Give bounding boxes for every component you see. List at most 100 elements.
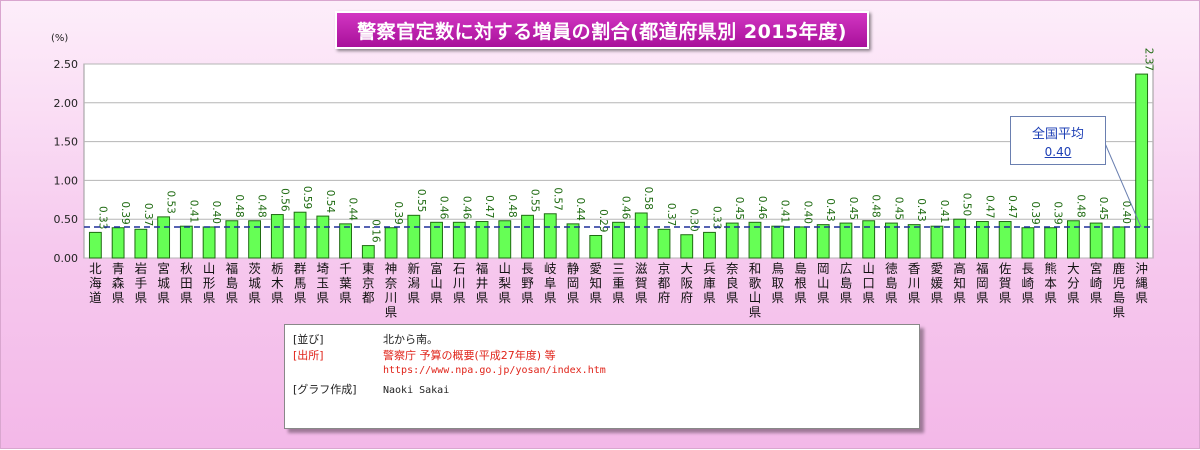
bar bbox=[953, 218, 967, 259]
bar-value-label: 0.48 bbox=[506, 194, 518, 217]
note-source: [出所] 警察庁 予算の概要(平成27年度) 等 bbox=[293, 347, 556, 363]
bar bbox=[384, 227, 398, 259]
x-tick-label: 東京都 bbox=[362, 261, 375, 305]
bar-value-label: 0.47 bbox=[983, 195, 995, 218]
x-tick-label: 埼玉県 bbox=[317, 261, 330, 305]
x-tick-label: 大阪府 bbox=[680, 261, 693, 305]
x-tick-label: 鳥取県 bbox=[771, 261, 784, 305]
x-tick-label: 沖縄県 bbox=[1135, 261, 1148, 305]
x-tick-label: 富山県 bbox=[430, 261, 443, 305]
chart-title: 警察官定数に対する増員の割合(都道府県別 2015年度) bbox=[335, 11, 869, 49]
bar-value-label: 0.33 bbox=[96, 206, 108, 229]
bar-value-label: 0.16 bbox=[369, 219, 381, 243]
bar-value-label: 0.30 bbox=[688, 208, 700, 231]
bar bbox=[612, 221, 625, 259]
y-axis-label: (%) bbox=[51, 33, 68, 44]
bar bbox=[316, 215, 330, 259]
bar-value-label: 0.40 bbox=[801, 201, 813, 224]
bar bbox=[1044, 227, 1058, 259]
bar bbox=[475, 221, 489, 259]
note-source-url: https://www.npa.go.jp/yosan/index.htm bbox=[383, 365, 606, 376]
bar-value-label: 0.46 bbox=[460, 196, 472, 220]
bar-value-label: 0.47 bbox=[1006, 195, 1018, 218]
x-tick-label: 奈良県 bbox=[726, 261, 739, 305]
bar bbox=[794, 226, 807, 259]
bar-value-label: 0.37 bbox=[665, 203, 677, 226]
bar bbox=[134, 228, 148, 259]
x-tick-label: 岡山県 bbox=[817, 261, 830, 305]
bar-value-label: 0.44 bbox=[574, 197, 586, 221]
x-tick-label: 山口県 bbox=[862, 261, 875, 305]
x-tick-label: 滋賀県 bbox=[635, 261, 648, 305]
bar-value-label: 0.53 bbox=[165, 190, 177, 213]
x-tick-label: 岐阜県 bbox=[544, 261, 557, 305]
bar-value-label: 0.48 bbox=[256, 194, 268, 217]
bar-value-label: 0.45 bbox=[847, 197, 859, 220]
bar bbox=[680, 234, 694, 259]
x-tick-label: 千葉県 bbox=[339, 261, 352, 305]
x-tick-label: 静岡県 bbox=[567, 261, 580, 305]
x-tick-label: 山梨県 bbox=[499, 261, 512, 305]
x-tick-label: 福井県 bbox=[476, 261, 489, 305]
x-tick-label: 徳島県 bbox=[885, 261, 898, 305]
bar-value-label: 0.46 bbox=[756, 196, 768, 220]
x-tick-label: 島根県 bbox=[794, 261, 807, 305]
bar bbox=[521, 214, 534, 259]
y-tick-label: 2.00 bbox=[54, 97, 79, 110]
x-tick-label: 兵庫県 bbox=[703, 261, 716, 305]
bar-value-label: 0.48 bbox=[233, 194, 245, 217]
bar-value-label: 0.45 bbox=[1097, 197, 1109, 220]
bar bbox=[930, 225, 944, 259]
bar-value-label: 0.44 bbox=[347, 197, 359, 221]
bar bbox=[248, 220, 261, 259]
note-order: [並び] 北から南。 bbox=[293, 331, 438, 347]
bar bbox=[407, 214, 421, 259]
bar bbox=[430, 221, 443, 259]
bar bbox=[88, 231, 102, 259]
x-tick-label: 青森県 bbox=[112, 261, 125, 305]
bar bbox=[998, 221, 1012, 259]
x-tick-label: 山形県 bbox=[203, 261, 216, 305]
notes-box: [並び] 北から南。 [出所] 警察庁 予算の概要(平成27年度) 等 https:… bbox=[284, 324, 920, 429]
note-order-value: 北から南。 bbox=[383, 333, 438, 346]
note-order-key: [並び] bbox=[293, 333, 324, 346]
bar bbox=[1021, 227, 1035, 259]
bar bbox=[225, 220, 239, 259]
note-source-value: 警察庁 予算の概要(平成27年度) 等 bbox=[383, 349, 556, 362]
x-tick-label: 長崎県 bbox=[1022, 261, 1035, 305]
bar-value-label: 0.29 bbox=[597, 209, 609, 232]
bar bbox=[1066, 220, 1080, 259]
bar bbox=[976, 221, 989, 259]
bar-value-label: 0.46 bbox=[438, 196, 450, 220]
x-tick-label: 大分県 bbox=[1067, 261, 1080, 305]
bar bbox=[907, 224, 921, 259]
bar-value-label: 0.50 bbox=[961, 193, 973, 216]
bar-value-label: 0.43 bbox=[915, 198, 927, 221]
bar-value-label: 0.41 bbox=[938, 200, 950, 223]
note-source-key: [出所] bbox=[293, 349, 324, 362]
x-tick-label: 広島県 bbox=[840, 261, 853, 305]
x-tick-label: 三重県 bbox=[612, 261, 625, 305]
x-tick-label: 香川県 bbox=[908, 261, 921, 305]
bar-value-label: 0.48 bbox=[1074, 194, 1086, 217]
bar-value-label: 0.56 bbox=[278, 188, 290, 212]
bar bbox=[270, 214, 284, 259]
bar bbox=[179, 225, 193, 259]
x-tick-label: 新潟県 bbox=[408, 261, 421, 305]
note-author-value: Naoki Sakai bbox=[383, 385, 450, 396]
bar bbox=[452, 221, 466, 259]
bar bbox=[361, 245, 375, 259]
bar-value-label: 0.54 bbox=[324, 190, 336, 214]
bar bbox=[885, 222, 898, 259]
x-tick-label: 福岡県 bbox=[976, 261, 989, 305]
x-tick-label: 熊本県 bbox=[1044, 261, 1057, 305]
bar-value-label: 0.47 bbox=[483, 195, 495, 218]
x-tick-label: 群馬県 bbox=[294, 261, 307, 305]
bar-value-label: 0.41 bbox=[779, 200, 791, 223]
bar-value-label: 0.55 bbox=[529, 189, 541, 212]
y-tick-label: 0.00 bbox=[54, 252, 79, 265]
x-tick-label: 京都府 bbox=[658, 261, 671, 305]
bar-value-label: 0.46 bbox=[620, 196, 632, 220]
bar bbox=[634, 212, 648, 259]
